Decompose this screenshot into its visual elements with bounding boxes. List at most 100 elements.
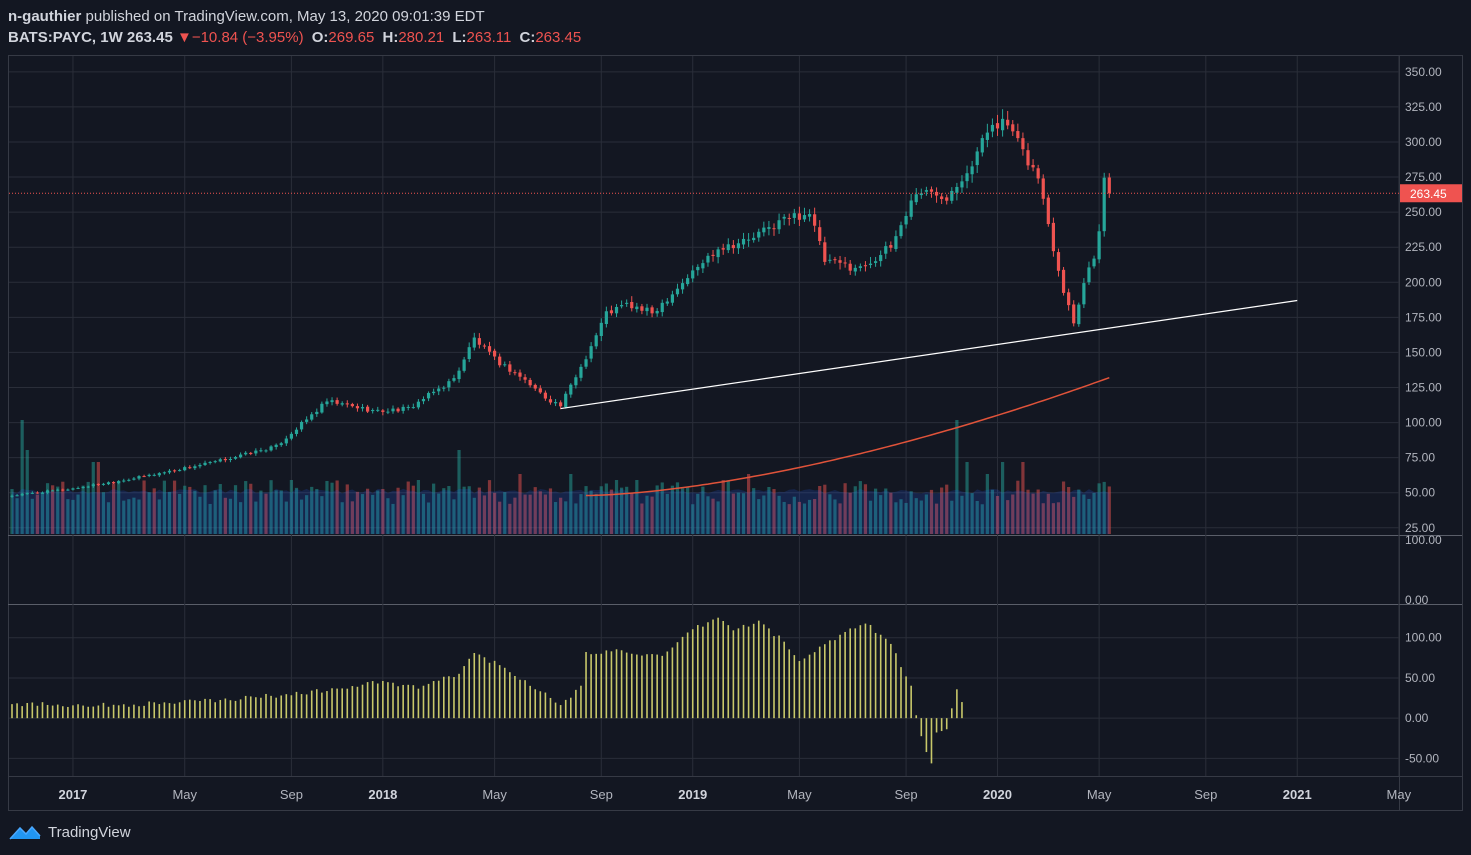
tradingview-brand[interactable]: TradingView xyxy=(48,823,131,841)
candle-body xyxy=(335,400,339,404)
volume-bar xyxy=(818,486,822,534)
volume-bar xyxy=(604,483,608,534)
grid-layer xyxy=(9,56,1400,776)
volume-bar xyxy=(101,492,106,534)
volume-bar xyxy=(218,484,222,534)
candle-body xyxy=(630,301,634,309)
volume-bar xyxy=(609,489,614,534)
time-tick-label[interactable]: May xyxy=(1087,787,1112,802)
volume-bar xyxy=(874,488,878,534)
volume-bar xyxy=(589,490,593,534)
volume-bar xyxy=(310,486,314,534)
volume-bar xyxy=(594,493,598,534)
candle-body xyxy=(112,482,116,484)
candle-body xyxy=(950,190,954,201)
volume-bar xyxy=(315,489,319,534)
volume-bar xyxy=(188,486,192,534)
volume-bar xyxy=(584,486,588,534)
volume-bar xyxy=(1061,481,1066,534)
candle-body xyxy=(244,452,248,455)
volume-bar xyxy=(15,498,19,534)
candle-body xyxy=(20,493,24,496)
candle-body xyxy=(995,123,1000,129)
volume-bar xyxy=(426,502,431,534)
candle-body xyxy=(45,490,50,493)
time-tick-label[interactable]: Sep xyxy=(895,787,918,802)
volume-bar xyxy=(574,503,578,534)
volume-bar xyxy=(289,480,293,534)
trendline-layer[interactable] xyxy=(560,299,1298,410)
time-tick-label[interactable]: May xyxy=(172,787,197,802)
volume-bar xyxy=(386,498,390,534)
volume-bar xyxy=(193,490,197,534)
price-tick-label: 150.00 xyxy=(1405,345,1442,359)
volume-bar xyxy=(767,487,771,534)
down-arrow-icon: ▼ xyxy=(176,29,192,46)
price-tick-label: 225.00 xyxy=(1405,240,1442,254)
volume-bar xyxy=(1046,493,1050,534)
volume-bar xyxy=(523,494,527,534)
volume-bar xyxy=(482,495,487,534)
volume-bar xyxy=(244,481,248,534)
symbol-label[interactable]: BATS:PAYC, 1W xyxy=(8,29,123,46)
candle-body xyxy=(802,215,807,220)
candle-body xyxy=(86,486,90,488)
time-tick-label[interactable]: Sep xyxy=(1194,787,1217,802)
candle-body xyxy=(1051,222,1055,252)
time-tick-label[interactable]: Sep xyxy=(280,787,303,802)
volume-bar xyxy=(457,450,461,534)
candle-body xyxy=(472,337,476,348)
candle-body xyxy=(132,478,136,480)
volume-bar xyxy=(1067,487,1071,534)
candle-body xyxy=(279,443,283,446)
price-tick-label: 100.00 xyxy=(1405,416,1442,430)
volume-bar xyxy=(122,500,126,534)
volume-bar xyxy=(294,487,299,534)
volume-bar xyxy=(299,499,304,534)
price-tick-label: 200.00 xyxy=(1405,275,1442,289)
support-trendline[interactable] xyxy=(560,299,1298,410)
author-name[interactable]: n-gauthier xyxy=(8,8,82,25)
volume-bar xyxy=(127,499,131,534)
volume-bar xyxy=(228,498,233,534)
time-tick-label[interactable]: 2019 xyxy=(678,787,707,802)
candle-body xyxy=(818,227,822,242)
candle-body xyxy=(675,288,680,295)
volume-bar xyxy=(208,503,212,534)
time-tick-label[interactable]: 2020 xyxy=(983,787,1012,802)
time-tick-label[interactable]: May xyxy=(787,787,812,802)
candle-body xyxy=(752,237,756,241)
volume-bar xyxy=(899,499,903,534)
volume-bar xyxy=(493,492,497,534)
candle-layer xyxy=(10,109,1111,498)
volume-bar xyxy=(762,495,766,534)
candle-body xyxy=(879,255,883,262)
candle-body xyxy=(543,392,547,399)
volume-bar xyxy=(447,486,451,534)
candle-body xyxy=(487,346,492,352)
volume-bar xyxy=(198,496,202,534)
candle-body xyxy=(747,239,751,241)
candle-body xyxy=(188,467,192,469)
time-tick-label[interactable]: May xyxy=(1387,787,1412,802)
time-tick-label[interactable]: 2017 xyxy=(58,787,87,802)
candle-body xyxy=(691,270,695,279)
tradingview-logo-icon[interactable] xyxy=(8,822,42,842)
time-tick-label[interactable]: May xyxy=(482,787,507,802)
price-tick-label: 325.00 xyxy=(1405,100,1442,114)
candle-body xyxy=(929,189,934,192)
candle-body xyxy=(137,476,141,479)
publish-info: published on TradingView.com, May 13, 20… xyxy=(85,8,485,25)
time-tick-label[interactable]: 2021 xyxy=(1283,787,1312,802)
candle-body xyxy=(1067,292,1071,306)
candle-body xyxy=(660,302,664,313)
candle-body xyxy=(528,379,532,386)
volume-bar xyxy=(919,500,923,534)
time-tick-label[interactable]: 2018 xyxy=(368,787,397,802)
candle-body xyxy=(228,458,233,460)
candle-body xyxy=(1072,304,1076,324)
time-tick-label[interactable]: Sep xyxy=(590,787,613,802)
volume-bar xyxy=(106,502,111,534)
axis-layer[interactable]: 25.00 50.00 75.00 100.00 125.00 150.00 175.00 2… xyxy=(9,65,1462,802)
